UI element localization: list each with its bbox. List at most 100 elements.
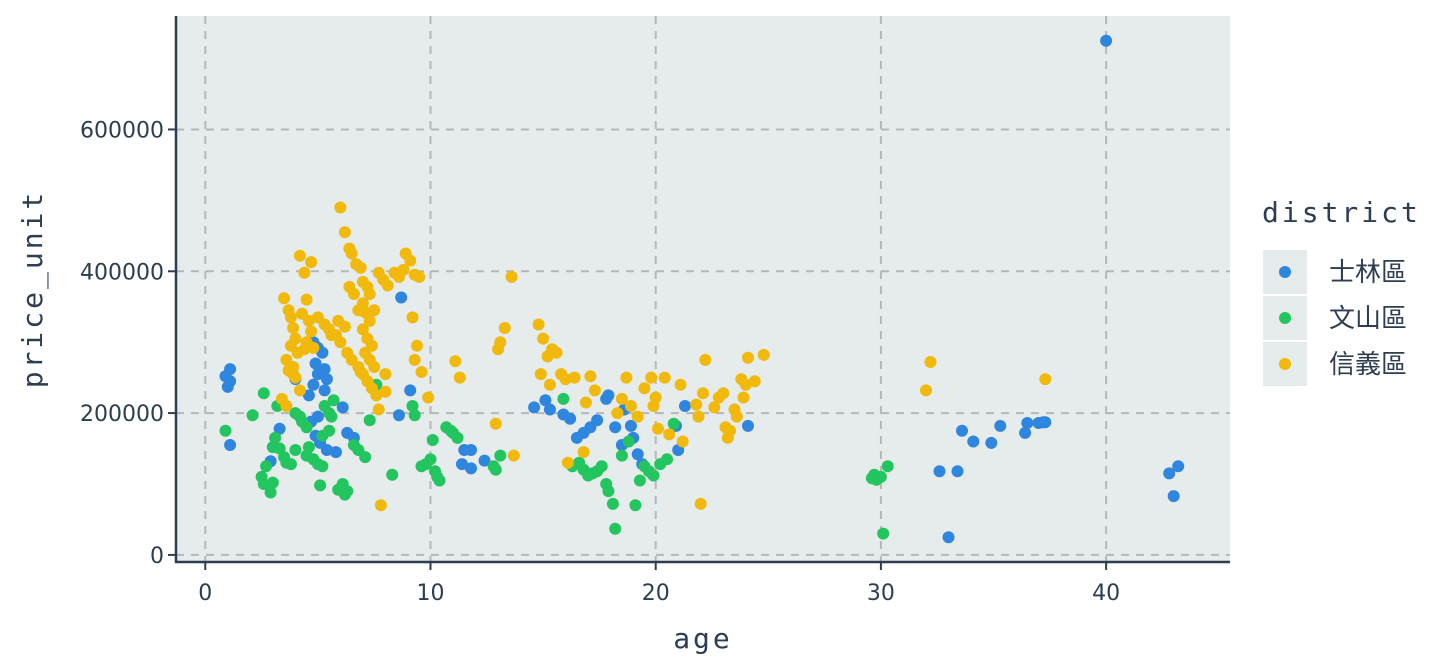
data-point xyxy=(609,421,622,434)
y-tick-label: 200000 xyxy=(80,402,164,427)
data-point xyxy=(624,419,637,432)
data-point xyxy=(615,392,628,405)
data-point xyxy=(363,314,376,327)
data-point xyxy=(498,322,511,334)
data-point xyxy=(550,346,563,359)
data-point xyxy=(505,270,518,283)
y-tick-label: 0 xyxy=(150,544,164,569)
data-point xyxy=(730,410,743,423)
data-point xyxy=(539,394,552,407)
data-point xyxy=(300,293,313,306)
data-point xyxy=(302,389,315,402)
data-point xyxy=(507,449,520,462)
data-point xyxy=(742,419,754,432)
data-point xyxy=(874,470,887,483)
data-point xyxy=(534,368,547,381)
data-point xyxy=(284,458,297,471)
data-point xyxy=(393,409,405,422)
data-point xyxy=(257,387,270,400)
data-point xyxy=(300,421,313,434)
data-point xyxy=(422,391,435,404)
y-tick-label: 600000 xyxy=(80,118,164,143)
legend-title: district xyxy=(1262,196,1421,229)
data-point xyxy=(564,412,577,425)
data-point xyxy=(338,226,351,239)
x-tick-label: 30 xyxy=(867,581,895,606)
data-points xyxy=(219,34,1185,544)
data-point xyxy=(381,279,394,292)
data-point xyxy=(1039,416,1052,429)
data-point xyxy=(314,479,327,492)
data-point xyxy=(602,485,615,498)
data-point xyxy=(620,371,633,384)
data-point xyxy=(260,460,273,473)
data-point xyxy=(994,419,1007,432)
data-point xyxy=(611,407,624,420)
data-point xyxy=(622,435,635,448)
data-point xyxy=(219,424,232,437)
data-point xyxy=(679,400,691,412)
x-tick-label: 40 xyxy=(1092,581,1120,606)
data-point xyxy=(757,348,770,361)
data-point xyxy=(368,304,381,317)
data-point xyxy=(404,384,417,397)
data-point xyxy=(395,291,408,304)
data-point xyxy=(697,387,709,400)
data-point xyxy=(363,414,376,427)
data-point xyxy=(661,453,673,466)
data-point xyxy=(325,410,338,423)
data-point xyxy=(413,270,426,283)
data-point xyxy=(951,465,964,478)
legend-label: 信義區 xyxy=(1329,350,1407,380)
data-point xyxy=(372,403,385,416)
data-point xyxy=(624,400,637,412)
data-point xyxy=(359,451,372,464)
data-point xyxy=(320,373,333,386)
data-point xyxy=(246,409,259,422)
data-point xyxy=(374,499,387,512)
data-point xyxy=(631,410,644,423)
data-point xyxy=(397,263,410,276)
data-point xyxy=(1039,373,1052,386)
data-point xyxy=(881,460,894,473)
data-point xyxy=(676,435,689,448)
data-point xyxy=(579,396,592,409)
data-point xyxy=(543,403,556,416)
data-point xyxy=(341,485,354,498)
data-point xyxy=(368,361,381,373)
data-point xyxy=(379,368,392,381)
data-point xyxy=(408,353,421,366)
data-point xyxy=(699,353,712,366)
data-point xyxy=(404,254,417,267)
data-point xyxy=(933,465,946,478)
data-point xyxy=(739,378,752,391)
data-point xyxy=(305,325,318,338)
data-point xyxy=(284,311,297,324)
y-axis-title: price_unit xyxy=(16,190,50,389)
data-point xyxy=(591,414,604,427)
data-point xyxy=(329,446,342,459)
data-point xyxy=(352,304,365,317)
x-tick-label: 0 xyxy=(198,581,212,606)
data-point xyxy=(577,446,590,459)
data-point xyxy=(356,323,369,336)
data-point xyxy=(415,366,428,378)
data-point xyxy=(269,431,282,444)
data-point xyxy=(543,378,556,391)
data-point xyxy=(347,288,360,300)
data-point xyxy=(478,454,491,467)
data-point xyxy=(302,314,315,327)
data-point xyxy=(345,247,358,260)
data-point xyxy=(293,249,306,262)
data-point xyxy=(307,378,320,391)
data-point xyxy=(494,449,507,462)
data-point xyxy=(717,387,730,400)
data-point xyxy=(307,341,320,354)
legend-swatch xyxy=(1279,358,1291,370)
data-point xyxy=(877,527,890,540)
data-point xyxy=(318,384,331,397)
data-point xyxy=(606,497,619,510)
data-point xyxy=(1021,417,1034,429)
